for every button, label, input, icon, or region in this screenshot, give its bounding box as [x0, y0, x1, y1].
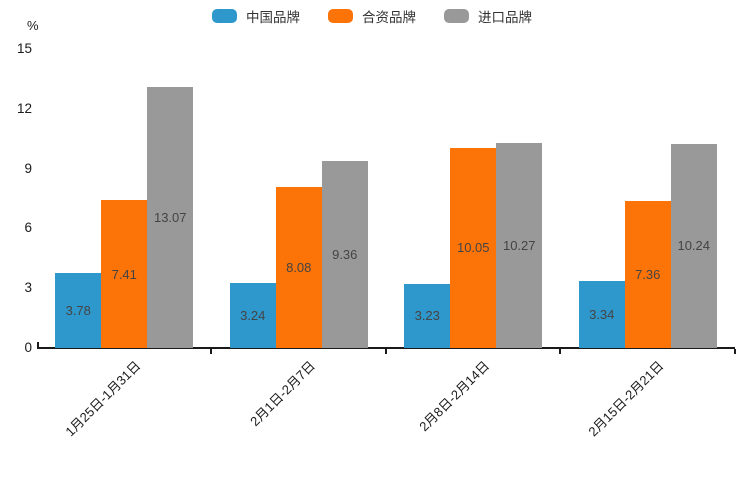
- bar-value-label: 10.24: [677, 238, 711, 254]
- bar: 3.23: [404, 283, 451, 348]
- bar: 7.36: [624, 201, 671, 348]
- bar: 10.27: [496, 143, 543, 348]
- x-axis-label: 2月8日-2月14日: [415, 358, 492, 435]
- x-axis-tick: [384, 349, 387, 354]
- bar: 8.08: [275, 186, 322, 348]
- bar-value-label: 7.41: [111, 266, 137, 282]
- legend-label: 合资品牌: [362, 10, 416, 25]
- legend-item[interactable]: 中国品牌: [212, 6, 300, 26]
- bar-value-label: 8.08: [286, 259, 312, 275]
- bar: 3.24: [229, 283, 276, 348]
- bar-value-label: 10.27: [502, 238, 536, 254]
- y-tick-label: 6: [24, 220, 32, 236]
- bar-value-label: 3.23: [414, 308, 440, 324]
- x-axis-tick: [733, 349, 736, 354]
- bar-value-label: 10.05: [456, 240, 490, 256]
- x-axis-label: 1月25日-1月31日: [61, 358, 143, 440]
- bar: 7.41: [101, 200, 148, 348]
- y-tick-label: 9: [24, 160, 32, 176]
- bar: 10.05: [450, 147, 497, 348]
- x-axis-label: 2月15日-2月21日: [585, 358, 667, 440]
- legend-label: 进口品牌: [478, 10, 532, 25]
- axis-origin-tick: [36, 342, 39, 347]
- bar-value-label: 7.36: [635, 267, 661, 283]
- bar-value-label: 3.78: [65, 302, 91, 318]
- x-axis-tick: [210, 349, 212, 354]
- legend-item[interactable]: 进口品牌: [444, 6, 532, 26]
- bar: 3.78: [55, 272, 102, 348]
- y-tick-label: 0: [24, 340, 32, 355]
- x-axis-line: [37, 347, 735, 349]
- legend-item[interactable]: 合资品牌: [328, 6, 416, 26]
- chart-legend: 中国品牌 合资品牌 进口品牌: [0, 6, 744, 26]
- bar-value-label: 3.34: [589, 307, 615, 323]
- legend-swatch-icon: [212, 9, 237, 23]
- bar: 13.07: [147, 87, 194, 348]
- bar-value-label: 13.07: [153, 210, 187, 226]
- legend-label: 中国品牌: [246, 10, 300, 25]
- bar-value-label: 9.36: [332, 247, 358, 263]
- legend-swatch-icon: [328, 9, 353, 23]
- bar: 3.34: [578, 281, 625, 348]
- y-tick-label: 12: [16, 100, 32, 116]
- x-axis-label: 2月1日-2月7日: [246, 358, 318, 430]
- y-tick-label: 15: [16, 41, 32, 56]
- legend-swatch-icon: [444, 9, 469, 23]
- y-axis-unit-label: %: [27, 18, 39, 33]
- x-axis-tick: [559, 349, 561, 354]
- bar: 9.36: [321, 161, 368, 348]
- bar: 10.24: [670, 143, 717, 348]
- y-tick-label: 3: [24, 280, 32, 296]
- bar-value-label: 3.24: [240, 308, 266, 324]
